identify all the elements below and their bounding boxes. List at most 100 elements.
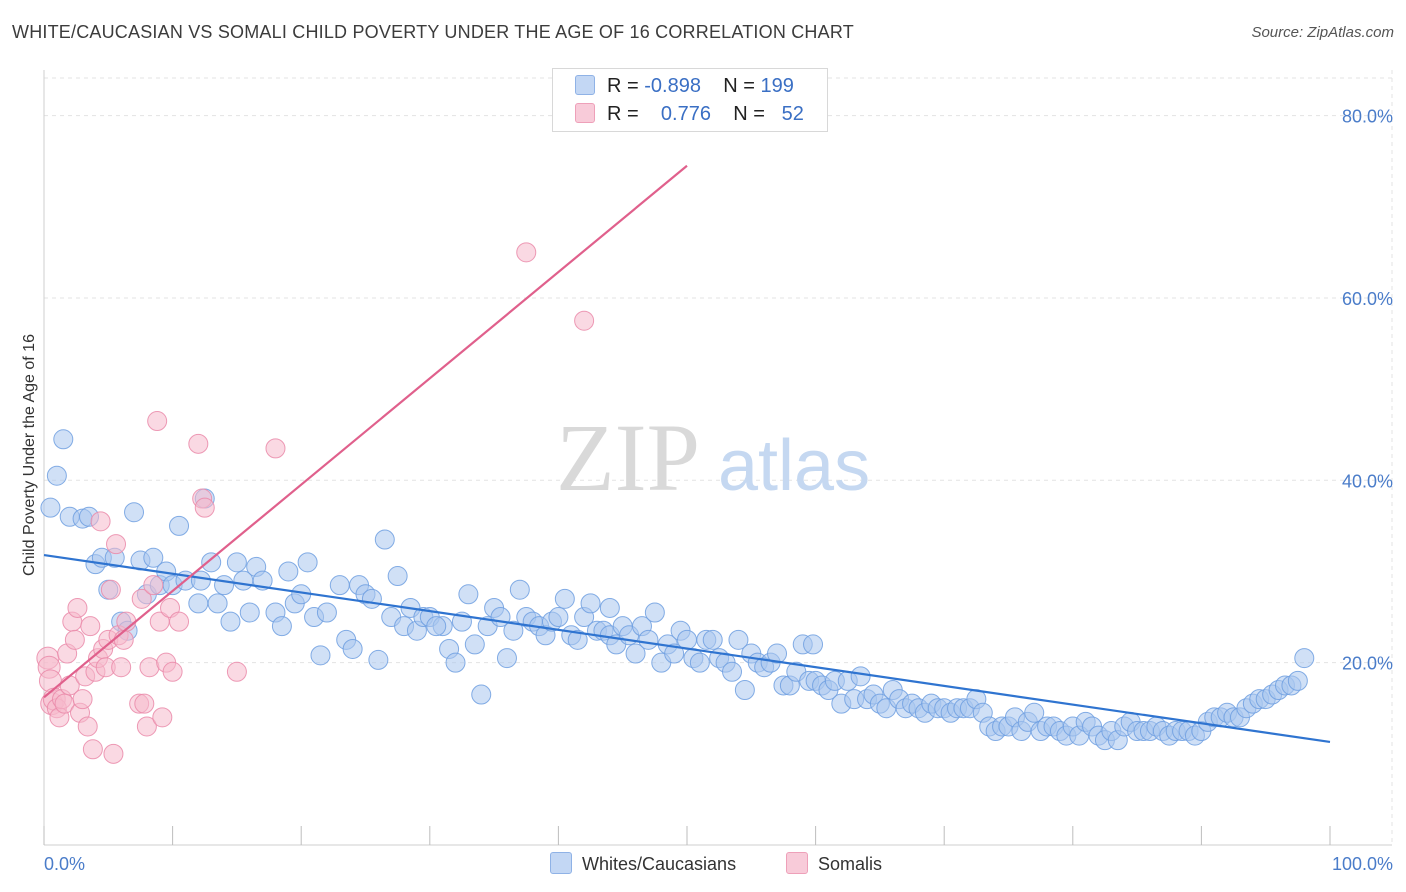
point-somalis	[64, 629, 85, 650]
y-tick-label: 20.0%	[1342, 654, 1393, 674]
point-somalis	[90, 511, 111, 532]
point-whites	[207, 593, 228, 614]
point-somalis	[169, 611, 190, 632]
point-somalis	[67, 597, 88, 618]
r-value-whites: -0.898	[644, 75, 701, 97]
point-whites	[496, 648, 517, 669]
point-whites	[310, 645, 331, 666]
point-whites	[40, 497, 61, 518]
point-whites	[580, 593, 601, 614]
point-whites	[1287, 670, 1308, 691]
x-tick-label-max: 100.0%	[1332, 854, 1393, 874]
x-tick-label-min: 0.0%	[44, 854, 85, 874]
watermark-atlas: atlas	[718, 426, 870, 506]
point-whites	[374, 529, 395, 550]
bottom-legend-swatch-somalis	[786, 852, 808, 874]
point-somalis	[100, 579, 121, 600]
data-points	[36, 242, 1315, 764]
point-somalis	[143, 575, 164, 596]
point-somalis	[188, 433, 209, 454]
watermark-zip: ZIP	[556, 404, 700, 511]
point-whites	[329, 575, 350, 596]
point-whites	[239, 602, 260, 623]
point-whites	[278, 561, 299, 582]
point-whites	[143, 547, 164, 568]
legend-swatch-whites	[575, 75, 595, 95]
point-whites	[644, 602, 665, 623]
point-whites	[1294, 648, 1315, 669]
point-whites	[599, 597, 620, 618]
point-somalis	[72, 689, 93, 710]
point-somalis	[574, 310, 595, 331]
point-whites	[734, 680, 755, 700]
y-tick-label: 40.0%	[1342, 471, 1393, 491]
point-whites	[445, 652, 466, 673]
point-somalis	[139, 657, 160, 678]
trend-lines	[43, 164, 1331, 744]
bottom-legend-swatch-whites	[550, 852, 572, 874]
point-whites	[702, 629, 723, 650]
point-whites	[342, 638, 363, 659]
point-whites	[297, 552, 318, 573]
point-somalis	[106, 534, 127, 555]
point-whites	[664, 643, 685, 664]
point-whites	[803, 634, 824, 655]
legend-row-somalis: R = 0.776 N = 52	[575, 103, 804, 126]
point-somalis	[147, 411, 168, 432]
point-whites	[188, 593, 209, 614]
point-whites	[471, 684, 492, 705]
point-whites	[169, 515, 190, 536]
point-whites	[201, 552, 222, 573]
point-whites	[689, 652, 710, 673]
y-tick-labels: 20.0% 40.0% 60.0% 80.0%	[1342, 107, 1393, 674]
source-credit: Source: ZipAtlas.com	[1251, 24, 1394, 41]
point-somalis	[265, 438, 286, 459]
point-whites	[426, 616, 447, 637]
n-value-whites: 199	[760, 75, 794, 97]
point-somalis	[226, 661, 247, 682]
point-whites	[767, 643, 788, 664]
point-whites	[458, 584, 479, 605]
point-whites	[548, 607, 569, 628]
point-whites	[509, 579, 530, 600]
bottom-legend-somalis: Somalis	[786, 852, 882, 875]
point-whites	[638, 629, 659, 650]
point-whites	[226, 552, 247, 573]
point-somalis	[111, 657, 132, 678]
point-whites	[53, 429, 74, 450]
point-whites	[271, 616, 292, 637]
point-somalis	[103, 743, 124, 764]
point-somalis	[77, 716, 98, 737]
point-whites	[368, 649, 389, 670]
legend-row-whites: R = -0.898 N = 199	[575, 75, 794, 98]
point-whites	[361, 588, 382, 609]
point-whites	[850, 666, 871, 687]
point-somalis	[113, 629, 134, 650]
point-whites	[722, 661, 743, 682]
axes	[43, 70, 1392, 846]
y-tick-label: 80.0%	[1342, 107, 1393, 127]
point-somalis	[82, 739, 103, 760]
bottom-legend-whites: Whites/Caucasians	[550, 852, 736, 875]
point-whites	[316, 602, 337, 623]
point-whites	[220, 611, 241, 632]
point-somalis	[80, 616, 101, 637]
point-whites	[567, 629, 588, 650]
chart-title: WHITE/CAUCASIAN VS SOMALI CHILD POVERTY …	[12, 22, 854, 42]
r-value-somalis: 0.776	[660, 103, 711, 125]
point-whites	[190, 570, 211, 591]
point-whites	[1024, 702, 1045, 723]
correlation-legend: R = -0.898 N = 199 R = 0.776 N = 52	[552, 68, 828, 132]
n-value-somalis: 52	[781, 103, 804, 125]
point-whites	[46, 465, 67, 486]
point-whites	[728, 629, 749, 650]
y-axis-label: Child Poverty Under the Age of 16	[21, 334, 38, 576]
point-somalis	[162, 661, 183, 682]
point-whites	[554, 588, 575, 609]
legend-swatch-somalis	[575, 103, 595, 123]
point-somalis	[131, 588, 152, 609]
y-tick-label: 60.0%	[1342, 289, 1393, 309]
point-whites	[464, 634, 485, 655]
point-somalis	[136, 716, 157, 737]
